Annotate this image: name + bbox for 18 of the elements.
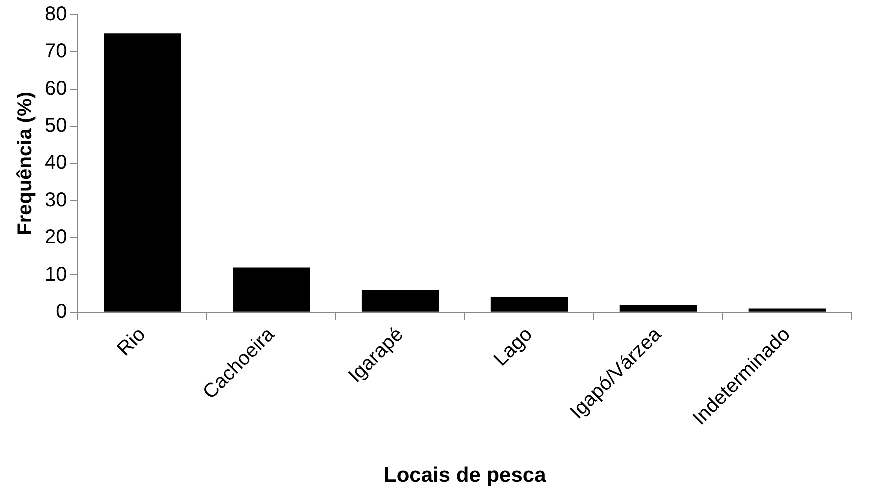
y-tick-label: 50: [44, 115, 68, 138]
y-tick-label: 60: [44, 78, 68, 100]
y-tick-label: 0: [56, 300, 68, 323]
bar: [748, 308, 826, 312]
y-tick-label: 40: [44, 152, 68, 174]
y-tick-label: 10: [44, 264, 68, 286]
y-tick-label: 70: [44, 40, 68, 63]
y-tick-label: 80: [44, 4, 68, 26]
y-tick-label: 30: [44, 189, 68, 212]
bar: [490, 298, 568, 312]
x-axis-title: Locais de pesca: [384, 464, 547, 488]
bar: [104, 34, 182, 312]
y-axis-title: Frequência (%): [14, 92, 37, 236]
bar: [620, 304, 698, 312]
y-tick-label: 20: [44, 226, 68, 249]
bar: [232, 268, 310, 312]
bar: [362, 290, 440, 312]
x-tick-label: Rio: [113, 324, 150, 361]
